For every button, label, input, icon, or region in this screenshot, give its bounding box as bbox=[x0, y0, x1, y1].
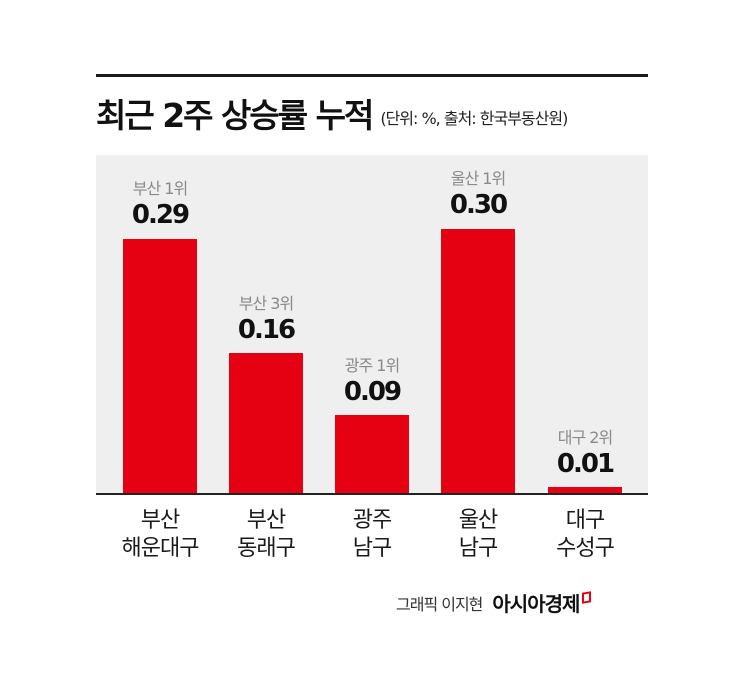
category-line2: 동래구 bbox=[237, 536, 296, 561]
value-label: 0.01 bbox=[556, 449, 615, 479]
value-label: 0.29 bbox=[131, 200, 190, 230]
category-line1: 울산 bbox=[458, 508, 498, 533]
category-line1: 대구 bbox=[565, 508, 605, 533]
bar bbox=[229, 353, 303, 494]
rank-label: 부산 3위 bbox=[238, 294, 294, 313]
category-line2: 해운대구 bbox=[121, 536, 200, 561]
category-label: 부산 해운대구 bbox=[107, 507, 213, 563]
bar bbox=[123, 239, 197, 494]
rank-label: 울산 1위 bbox=[450, 169, 506, 188]
category-label: 부산 동래구 bbox=[213, 507, 319, 563]
category-line1: 광주 bbox=[352, 508, 392, 533]
category-line1: 부산 bbox=[140, 508, 180, 533]
credit-row: 그래픽 이지현 아시아경제 bbox=[396, 588, 592, 617]
chart-subtitle: (단위: %, 출처: 한국부동산원) bbox=[380, 109, 568, 128]
rank-label: 대구 2위 bbox=[557, 428, 613, 447]
bar bbox=[335, 415, 409, 494]
x-axis-baseline bbox=[96, 493, 648, 495]
rank-label: 부산 1위 bbox=[132, 179, 188, 198]
rank-label: 광주 1위 bbox=[344, 356, 400, 375]
category-line2: 남구 bbox=[352, 536, 392, 561]
graphic-credit: 그래픽 이지현 bbox=[396, 594, 483, 614]
title-row: 최근 2주 상승률 누적 (단위: %, 출처: 한국부동산원) bbox=[96, 86, 656, 136]
brand-mark-icon bbox=[582, 591, 592, 604]
value-label: 0.16 bbox=[237, 315, 296, 345]
value-label: 0.09 bbox=[343, 377, 402, 407]
top-rule bbox=[96, 74, 648, 77]
bar bbox=[441, 229, 515, 494]
category-label: 울산 남구 bbox=[425, 507, 531, 563]
bar bbox=[548, 487, 622, 494]
category-label: 광주 남구 bbox=[319, 507, 425, 563]
chart-title: 최근 2주 상승률 누적 bbox=[96, 96, 374, 135]
category-line2: 수성구 bbox=[556, 536, 615, 561]
value-label: 0.30 bbox=[449, 190, 508, 220]
category-line2: 남구 bbox=[458, 536, 498, 561]
brand-logo-text: 아시아경제 bbox=[492, 592, 580, 616]
category-label: 대구 수성구 bbox=[532, 507, 638, 563]
category-line1: 부산 bbox=[246, 508, 286, 533]
